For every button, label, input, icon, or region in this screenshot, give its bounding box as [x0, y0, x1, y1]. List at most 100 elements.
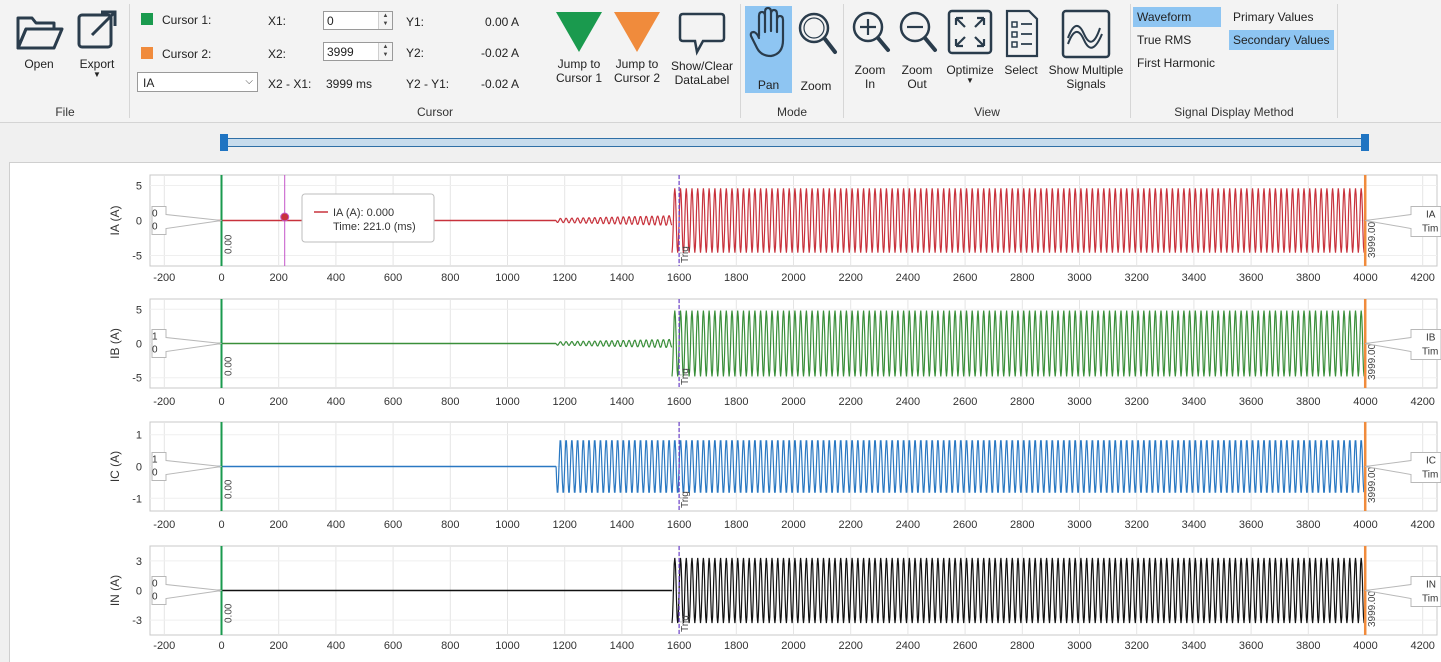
export-icon	[77, 10, 117, 49]
timeline-scrollbar[interactable]	[224, 138, 1366, 147]
x-tick-label: 1000	[495, 640, 519, 652]
dx-label: X2 - X1:	[268, 77, 312, 91]
x-tick-label: 1800	[724, 272, 748, 284]
left-readout-box	[151, 452, 222, 481]
x-tick-label: 2800	[1010, 640, 1034, 652]
x-tick-label: 800	[441, 396, 459, 408]
trigger-label: Trig	[680, 491, 691, 508]
x-tick-label: 2400	[896, 396, 920, 408]
x1-value: 0	[327, 14, 334, 28]
pan-button[interactable]: Pan	[745, 6, 792, 93]
signal-fault-trace	[555, 440, 1365, 493]
arrow-down-icon[interactable]: ▼	[382, 21, 389, 27]
x2-value: 3999	[327, 45, 354, 59]
dy-value: -0.02 A	[480, 77, 519, 91]
y-axis-label: IB (A)	[108, 328, 122, 359]
x-tick-label: 200	[270, 519, 288, 531]
y-tick-label: 5	[136, 304, 142, 316]
timeline-right-handle[interactable]	[1361, 134, 1369, 151]
x-tick-label: 4000	[1353, 640, 1377, 652]
arrow-up-icon[interactable]: ▲	[382, 44, 389, 50]
signal-display-group-label: Signal Display Method	[1174, 105, 1294, 119]
waveform-charts[interactable]: -200 0 200 400 600 800 1000 1200 1400 1600 1800 200…	[10, 163, 1441, 661]
hover-point	[280, 212, 290, 222]
x-tick-label: 1400	[610, 396, 634, 408]
zoom-mode-button[interactable]: Zoom	[794, 8, 838, 93]
multi-line1: Show Multiple	[1048, 63, 1124, 77]
zoom-mode-label: Zoom	[800, 79, 832, 93]
cursor1-value-label: 0.00	[224, 479, 235, 499]
x-tick-label: 3200	[1124, 272, 1148, 284]
x-tick-label: 3600	[1239, 396, 1263, 408]
right-readout-line2: Tim	[1422, 347, 1438, 358]
y-tick-label: 0	[136, 462, 142, 474]
x-tick-label: 3200	[1124, 519, 1148, 531]
signal-select-value: IA	[143, 76, 155, 90]
timeline-left-handle[interactable]	[220, 134, 228, 151]
separator	[740, 4, 741, 118]
y-tick-label: -1	[132, 493, 142, 505]
x1-label: X1:	[268, 14, 287, 28]
x-tick-label: 3800	[1296, 640, 1320, 652]
x-tick-label: 200	[270, 640, 288, 652]
export-button[interactable]: Export ▼	[74, 8, 120, 79]
true-rms-option[interactable]: True RMS	[1137, 33, 1192, 47]
separator	[129, 4, 130, 118]
x-tick-label: 3000	[1067, 272, 1091, 284]
x2-stepper[interactable]: 3999 ▲ ▼	[323, 42, 393, 61]
primary-values-option[interactable]: Primary Values	[1233, 10, 1314, 24]
arrow-up-icon[interactable]: ▲	[382, 13, 389, 19]
jump-to-cursor2-button[interactable]: Jump to Cursor 2	[608, 10, 666, 85]
separator	[1130, 4, 1131, 118]
zoom-out-button[interactable]: Zoom Out	[895, 8, 939, 91]
right-readout-line1: IN	[1426, 580, 1436, 591]
zoom-in-button[interactable]: Zoom In	[848, 8, 892, 91]
signal-select[interactable]: IA ⌵	[137, 72, 258, 92]
tooltip-line1: IA (A): 0.000	[333, 207, 394, 219]
optimize-button[interactable]: Optimize ▼	[943, 8, 997, 85]
x-tick-label: 2600	[953, 396, 977, 408]
arrow-down-icon[interactable]: ▼	[382, 52, 389, 58]
x-tick-label: -200	[153, 396, 175, 408]
stepper-arrows[interactable]: ▲ ▼	[378, 43, 392, 60]
x-tick-label: 400	[327, 396, 345, 408]
y-axis-label: IN (A)	[108, 575, 122, 606]
datalabel-line2: DataLabel	[674, 73, 730, 87]
optimize-label: Optimize	[946, 63, 994, 77]
waveform-option[interactable]: Waveform	[1133, 7, 1221, 27]
stepper-arrows[interactable]: ▲ ▼	[378, 12, 392, 29]
x-tick-label: 400	[327, 272, 345, 284]
signal-fault-trace	[671, 310, 1365, 377]
x-tick-label: 600	[384, 272, 402, 284]
x-tick-label: 600	[384, 519, 402, 531]
show-multiple-signals-button[interactable]: Show Multiple Signals	[1045, 8, 1127, 91]
show-clear-datalabel-button[interactable]: Show/Clear DataLabel	[668, 10, 736, 87]
open-button[interactable]: Open	[12, 8, 66, 71]
y-tick-label: -5	[132, 373, 142, 385]
select-button[interactable]: Select	[1000, 8, 1042, 77]
x-tick-label: 3600	[1239, 640, 1263, 652]
x-tick-label: 2400	[896, 519, 920, 531]
first-harmonic-option[interactable]: First Harmonic	[1137, 56, 1216, 70]
checklist-icon	[1005, 9, 1039, 58]
chart-panel-in: -200 0 200 400 600 800 1000 1200 1400 1600 1800 200…	[108, 545, 1441, 652]
right-readout-line1: IB	[1426, 333, 1436, 344]
x-tick-label: 2600	[953, 519, 977, 531]
x-tick-label: 2600	[953, 272, 977, 284]
secondary-values-option[interactable]: Secondary Values	[1229, 30, 1334, 50]
y-tick-label: 3	[136, 556, 142, 568]
pan-label: Pan	[757, 78, 780, 92]
x1-stepper[interactable]: 0 ▲ ▼	[323, 11, 393, 30]
dx-value: 3999 ms	[326, 77, 373, 91]
y-axis-label: IC (A)	[108, 451, 122, 482]
left-readout-box	[151, 206, 222, 235]
jump-to-cursor1-button[interactable]: Jump to Cursor 1	[550, 10, 608, 85]
x-tick-label: 600	[384, 640, 402, 652]
trigger-label: Trig	[680, 246, 691, 263]
x-tick-label: 0	[218, 640, 224, 652]
cursor2-value-label: 3999.00	[1367, 343, 1378, 380]
x-tick-label: 2800	[1010, 519, 1034, 531]
y-tick-label: 0	[136, 216, 142, 228]
right-readout-box	[1365, 206, 1441, 237]
signal-prefault-trace	[555, 338, 673, 348]
